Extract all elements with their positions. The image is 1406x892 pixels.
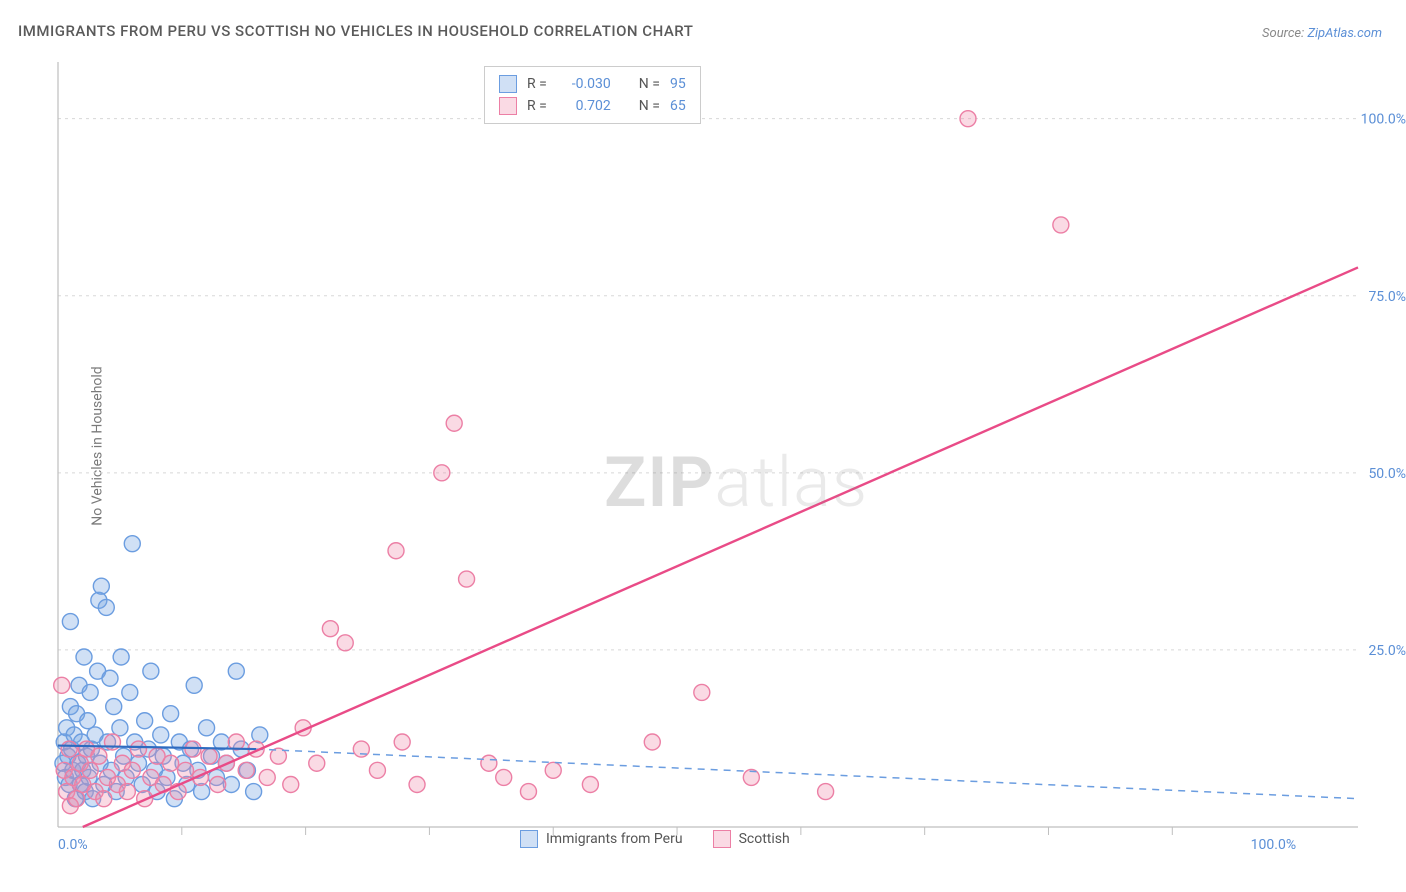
legend-r-label: R =: [527, 73, 547, 95]
series-legend: Immigrants from Peru Scottish: [520, 830, 790, 848]
legend-n-label: N =: [639, 95, 660, 117]
series-legend-item: Scottish: [713, 830, 790, 848]
legend-swatch: [520, 830, 538, 848]
legend-r-label: R =: [527, 95, 547, 117]
correlation-legend: R = -0.030 N = 95 R = 0.702 N = 65: [484, 66, 701, 124]
svg-text:0.0%: 0.0%: [58, 837, 88, 853]
legend-n-value: 65: [670, 95, 686, 117]
source-credit: Source: ZipAtlas.com: [1262, 26, 1382, 41]
legend-row: R = 0.702 N = 65: [499, 95, 686, 117]
chart-area: 25.0%50.0%75.0%100.0%0.0%100.0% R = -0.0…: [44, 62, 1374, 827]
source-prefix: Source:: [1262, 26, 1307, 41]
legend-n-value: 95: [670, 73, 686, 95]
svg-text:25.0%: 25.0%: [1368, 643, 1406, 659]
legend-row: R = -0.030 N = 95: [499, 73, 686, 95]
legend-r-value: 0.702: [557, 95, 611, 117]
svg-text:50.0%: 50.0%: [1368, 466, 1406, 482]
series-legend-label: Scottish: [739, 831, 790, 847]
legend-swatch: [499, 75, 517, 93]
svg-text:100.0%: 100.0%: [1361, 112, 1406, 128]
svg-text:75.0%: 75.0%: [1368, 289, 1406, 305]
svg-text:100.0%: 100.0%: [1251, 837, 1296, 853]
chart-title: IMMIGRANTS FROM PERU VS SCOTTISH NO VEHI…: [18, 22, 693, 40]
legend-n-label: N =: [639, 73, 660, 95]
series-legend-label: Immigrants from Peru: [546, 831, 683, 847]
series-legend-item: Immigrants from Peru: [520, 830, 683, 848]
legend-swatch: [499, 97, 517, 115]
legend-r-value: -0.030: [557, 73, 611, 95]
source-link[interactable]: ZipAtlas.com: [1307, 26, 1382, 41]
legend-swatch: [713, 830, 731, 848]
scatter-plot: 25.0% 50.0% 75.0% 100.0% 0.0% 100.0%: [44, 62, 1406, 857]
